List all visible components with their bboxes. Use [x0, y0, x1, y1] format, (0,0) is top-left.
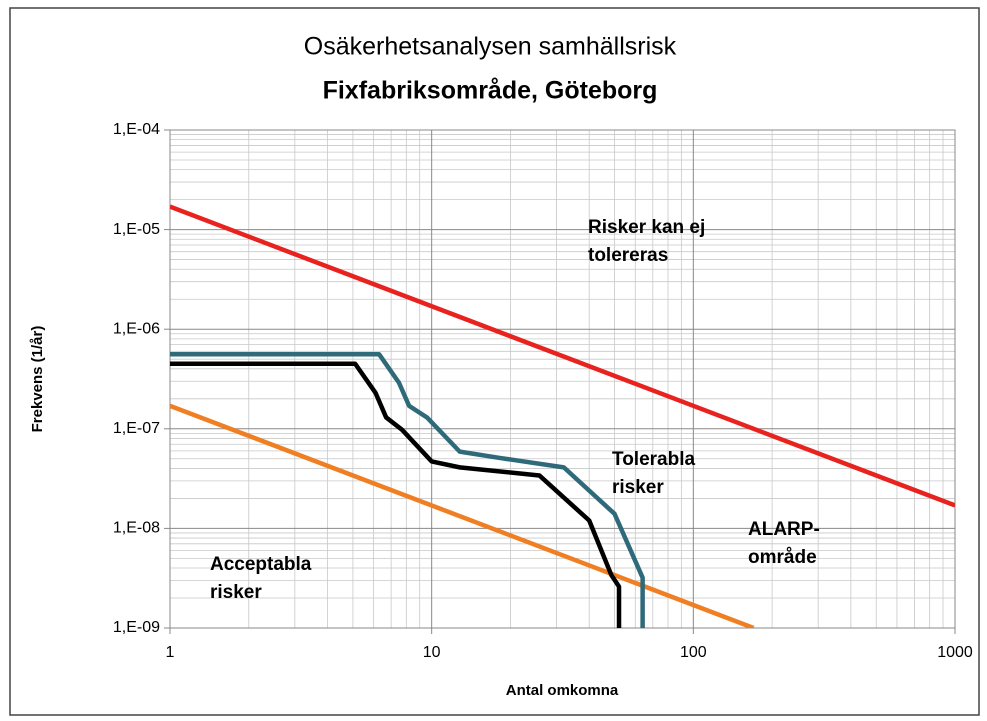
annotation: tolereras [588, 245, 668, 266]
series-line [170, 361, 622, 628]
y-tick-label: 1,E-06 [113, 320, 160, 337]
x-tick-label: 1 [166, 644, 175, 661]
y-tick-label: 1,E-04 [113, 121, 160, 138]
y-tick-label: 1,E-05 [113, 221, 160, 238]
chart-title: Fixfabriksområde, Göteborg [323, 77, 658, 105]
x-tick-label: 100 [680, 644, 707, 661]
y-axis-label: Frekvens (1/år) [29, 326, 46, 433]
annotation: risker [612, 477, 664, 498]
series-line [170, 403, 755, 628]
chart-title: Osäkerhetsanalysen samhällsrisk [304, 33, 677, 61]
plot-border [169, 129, 956, 629]
x-tick-label: 10 [423, 644, 441, 661]
series-line [170, 204, 955, 508]
series-line [170, 352, 645, 628]
annotation: område [748, 547, 817, 568]
x-axis-label: Antal omkomna [506, 682, 619, 699]
annotation: risker [210, 582, 262, 603]
y-tick-label: 1,E-08 [113, 520, 160, 537]
annotation: Risker kan ej [588, 217, 705, 238]
annotation: ALARP- [748, 519, 820, 540]
y-tick-label: 1,E-07 [113, 420, 160, 437]
annotation: Tolerabla [612, 449, 695, 470]
x-tick-label: 1000 [937, 644, 973, 661]
y-tick-label: 1,E-09 [113, 619, 160, 636]
frame [9, 7, 980, 716]
annotation: Acceptabla [210, 554, 312, 575]
